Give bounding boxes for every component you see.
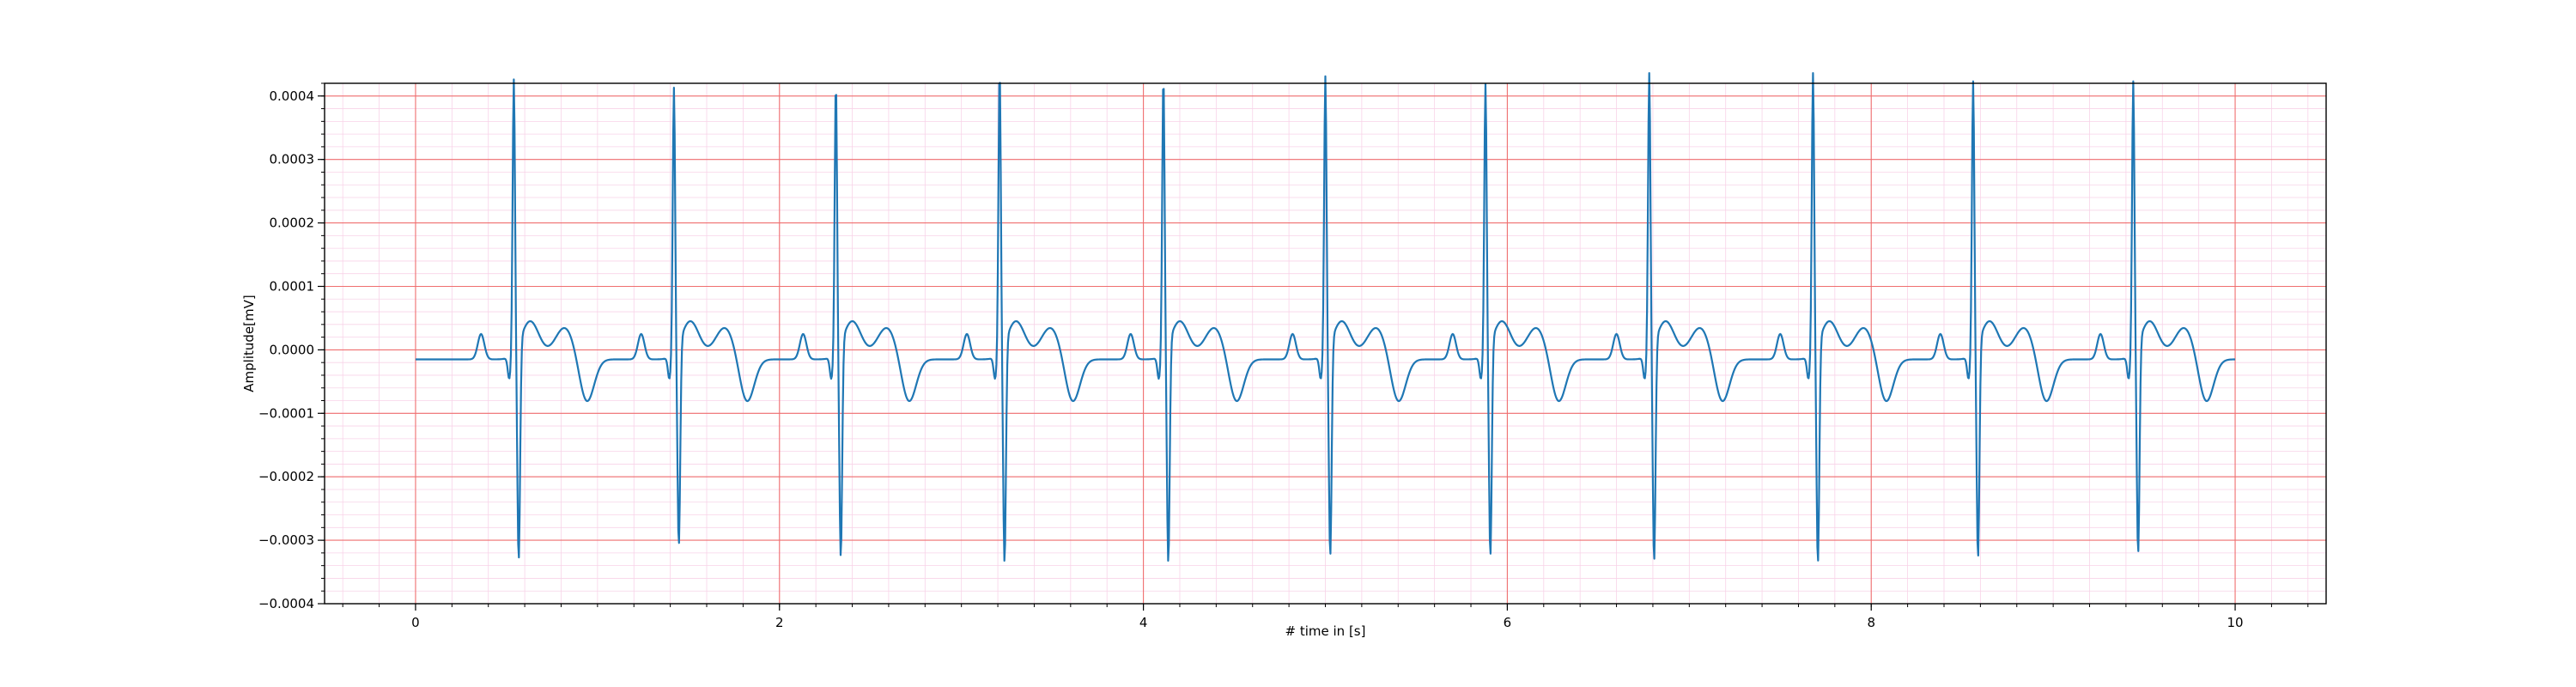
y-axis: −0.0004 −0.0003 −0.0002 −0.0001 0.0000 0.0001…: [258, 82, 325, 611]
y-tick-label: 0.0004: [270, 88, 315, 104]
x-tick-label: 0: [411, 615, 420, 630]
x-tick-label: 8: [1867, 615, 1875, 630]
y-tick-label: 0.0000: [270, 342, 315, 357]
y-tick-label: 0.0003: [270, 152, 315, 167]
x-tick-label: 4: [1139, 615, 1148, 630]
y-tick-label: 0.0001: [270, 278, 315, 294]
x-tick-label: 2: [775, 615, 784, 630]
minor-grid: [325, 82, 2326, 605]
x-axis-label: # time in [s]: [1285, 623, 1366, 639]
y-tick-label: −0.0001: [258, 405, 314, 421]
y-tick-label: −0.0003: [258, 532, 314, 548]
y-tick-label: 0.0002: [270, 216, 315, 231]
y-axis-label: Amplitude[mV]: [241, 295, 257, 392]
x-tick-label: 6: [1504, 615, 1512, 630]
y-tick-label: −0.0004: [258, 596, 314, 611]
x-axis: 0 2 4 6 8 10: [342, 604, 2309, 630]
y-tick-label: −0.0002: [258, 469, 314, 484]
x-tick-label: 10: [2227, 615, 2243, 630]
ecg-series-line: [415, 72, 2236, 562]
